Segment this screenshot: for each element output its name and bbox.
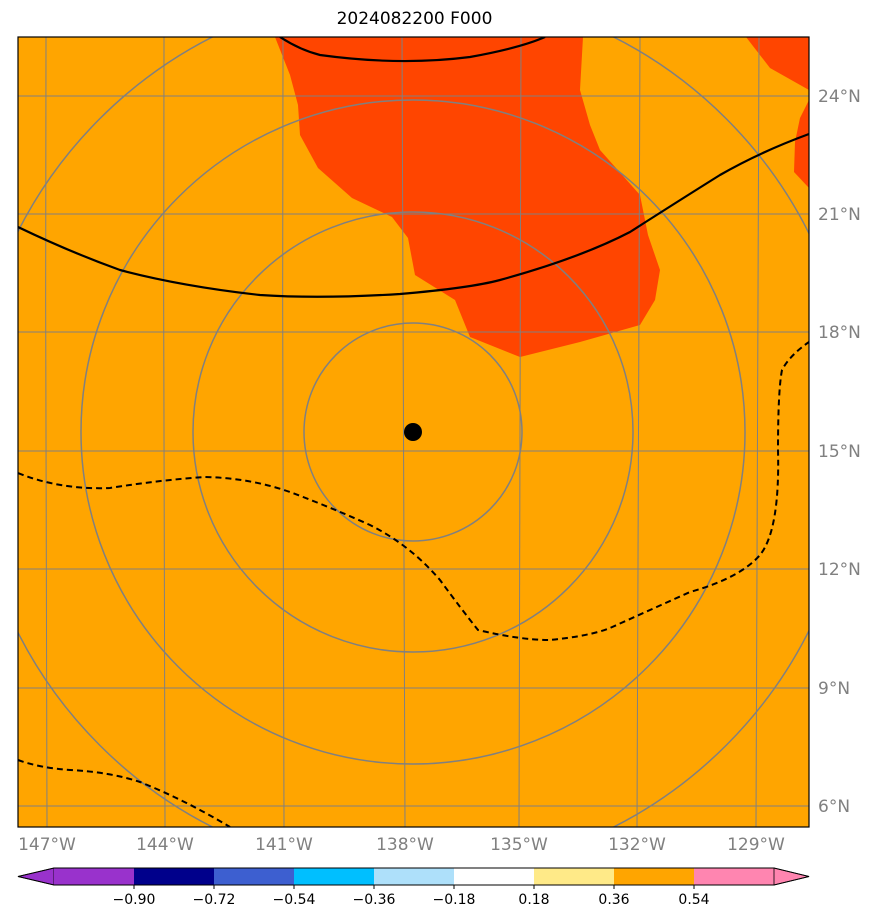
lat-label-24: 24°N bbox=[818, 87, 861, 107]
colorbar-bin bbox=[134, 868, 215, 885]
lon-label-135: 135°W bbox=[490, 835, 548, 855]
lon-label-129: 129°W bbox=[727, 835, 785, 855]
storm-center-marker bbox=[404, 423, 422, 441]
colorbar-tick-label: −0.18 bbox=[433, 892, 476, 908]
high-field-region-northeast bbox=[746, 37, 809, 90]
lat-tick-labels: 6°N 9°N 12°N 15°N 18°N 21°N 24°N bbox=[818, 87, 861, 817]
lon-gridlines bbox=[45, 37, 760, 827]
solid-contour-north bbox=[279, 37, 546, 63]
lat-label-15: 15°N bbox=[818, 442, 861, 462]
colorbar-bin bbox=[214, 868, 295, 885]
colorbar-bin bbox=[694, 868, 775, 885]
lat-label-6: 6°N bbox=[818, 797, 850, 817]
high-field-region-north bbox=[275, 37, 660, 357]
colorbar-bin bbox=[374, 868, 455, 885]
colorbar-bin bbox=[614, 868, 695, 885]
map-plot-area bbox=[18, 37, 809, 827]
lon-label-141: 141°W bbox=[255, 835, 313, 855]
colorbar-tick-label: −0.54 bbox=[273, 892, 316, 908]
colorbar-extend-high bbox=[773, 867, 810, 886]
colorbar-tick-label: −0.36 bbox=[353, 892, 396, 908]
colorbar-tick-label: 0.54 bbox=[678, 892, 709, 908]
lon-label-144: 144°W bbox=[136, 835, 194, 855]
solid-contour-south bbox=[18, 132, 809, 298]
colorbar-tick-label: −0.90 bbox=[113, 892, 156, 908]
range-ring bbox=[303, 322, 523, 542]
colorbar-tick-label: −0.72 bbox=[193, 892, 236, 908]
colorbar-tick-label: 0.18 bbox=[518, 892, 549, 908]
lon-label-147: 147°W bbox=[18, 835, 76, 855]
colorbar-bin bbox=[534, 868, 615, 885]
range-rings bbox=[18, 37, 809, 827]
lon-tick-labels: 147°W 144°W 141°W 138°W 135°W 132°W 129°… bbox=[18, 835, 785, 855]
high-field-region-east bbox=[794, 100, 809, 188]
colorbar-bin bbox=[54, 868, 135, 885]
colorbar-bin bbox=[454, 868, 535, 885]
map-title: 2024082200 F000 bbox=[336, 9, 493, 29]
lat-label-21: 21°N bbox=[818, 205, 861, 225]
range-ring bbox=[80, 99, 746, 765]
lat-label-9: 9°N bbox=[818, 679, 850, 699]
colorbar-extend-low bbox=[17, 867, 55, 886]
lat-gridlines bbox=[18, 95, 809, 807]
lat-label-18: 18°N bbox=[818, 323, 861, 343]
colorbar-tick-label: 0.36 bbox=[598, 892, 629, 908]
colorbar: −0.90 −0.72 −0.54 −0.36 −0.18 0.18 0.36 0.54 bbox=[17, 867, 810, 908]
dashed-contour-southwest bbox=[18, 759, 231, 827]
colorbar-bin bbox=[294, 868, 375, 885]
lon-label-132: 132°W bbox=[608, 835, 666, 855]
lon-label-138: 138°W bbox=[376, 835, 434, 855]
range-ring bbox=[192, 211, 634, 653]
lat-label-12: 12°N bbox=[818, 560, 861, 580]
map-border bbox=[17, 36, 810, 828]
colorbar-outline bbox=[17, 867, 810, 886]
